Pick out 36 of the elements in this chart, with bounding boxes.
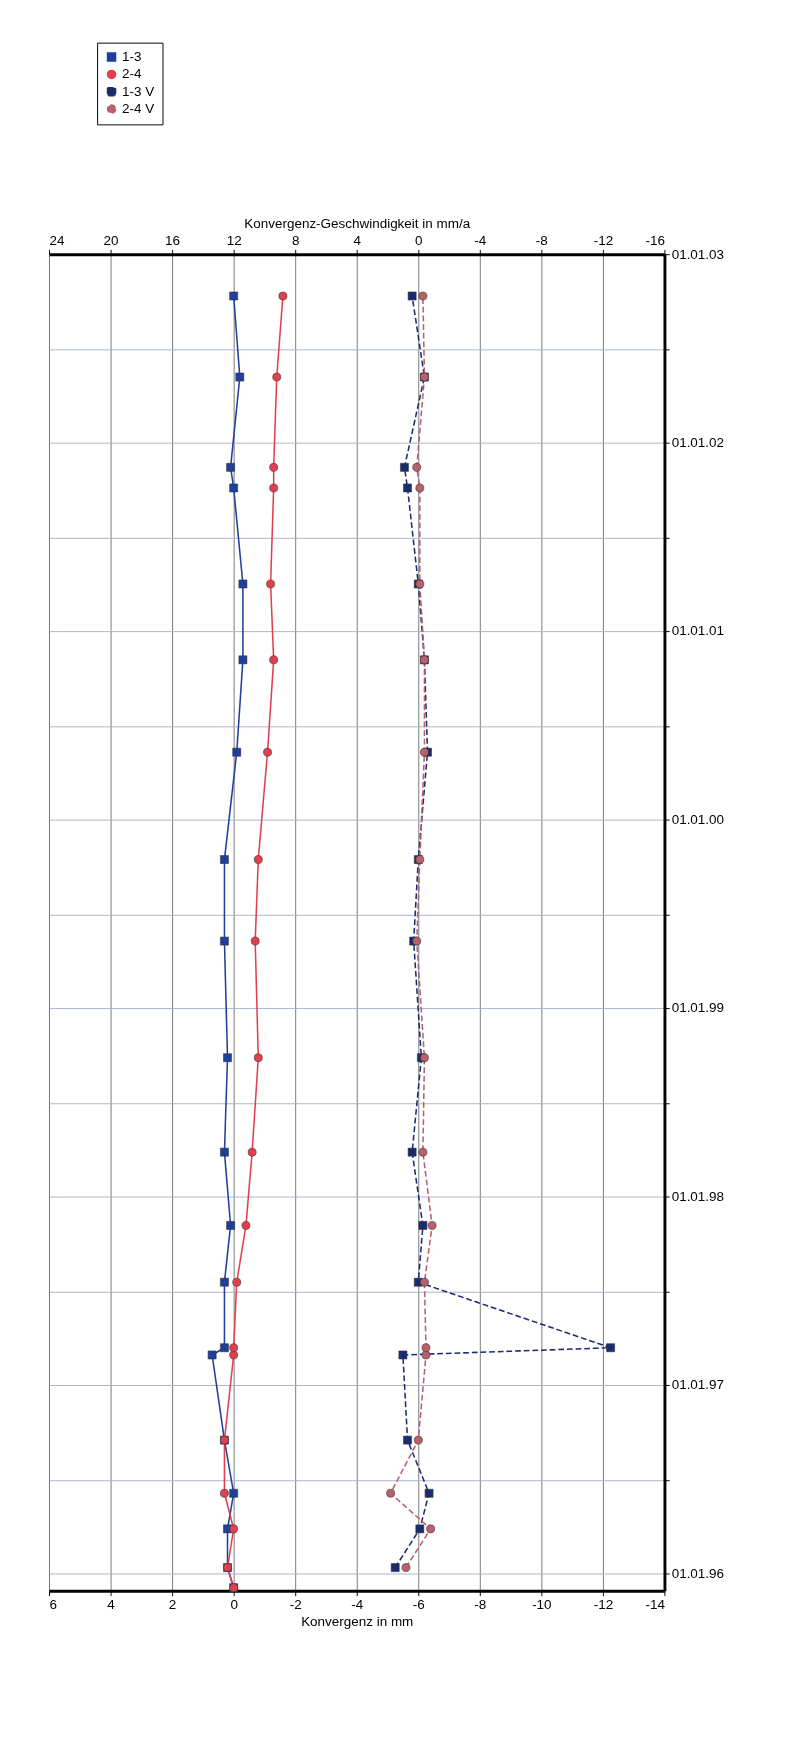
y-tick-label: 01.01.02	[671, 434, 725, 450]
legend-label: 1-3	[122, 48, 142, 64]
x-axis-title: Konvergenz in mm	[301, 1613, 414, 1629]
x-tick-label: -14	[645, 1596, 666, 1612]
x-tick-label: 2	[168, 1596, 177, 1612]
x2-tick-label: -8	[535, 233, 548, 249]
x2-tick-label: 0	[415, 233, 423, 249]
x-tick-label: -8	[474, 1596, 487, 1612]
x2-tick-label: 24	[49, 233, 65, 249]
x2-tick-label: -12	[593, 233, 614, 249]
y-tick-label: 01.01.03	[671, 246, 725, 262]
legend-label: 2-4	[122, 66, 143, 82]
y-tick-label: 01.01.01	[671, 623, 725, 639]
x2-tick-label: 16	[165, 233, 181, 249]
x2-tick-label: 12	[226, 233, 242, 249]
x-tick-label: 0	[230, 1596, 238, 1612]
legend-label: 2-4 V	[122, 100, 155, 116]
x-tick-label: -2	[289, 1596, 302, 1612]
x2-axis-title: Konvergenz-Geschwindigkeit in mm/a	[244, 215, 471, 231]
x2-tick-label: 8	[291, 233, 300, 249]
y-tick-label: 01.01.97	[671, 1377, 725, 1393]
y-tick-label: 01.01.99	[671, 1000, 725, 1016]
x2-tick-label: -4	[474, 233, 487, 249]
y-tick-label: 01.01.98	[671, 1188, 725, 1204]
x-tick-label: -4	[351, 1596, 364, 1612]
x-tick-label: 4	[107, 1596, 116, 1612]
y-tick-label: 01.01.96	[671, 1566, 725, 1582]
legend-label: 1-3 V	[122, 83, 155, 99]
x2-tick-label: -16	[645, 233, 665, 249]
x-tick-label: 6	[49, 1596, 58, 1612]
x-tick-label: -12	[593, 1596, 614, 1612]
y-tick-label: 01.01.00	[671, 812, 725, 828]
x-tick-label: -6	[412, 1596, 425, 1612]
x2-tick-label: 20	[103, 233, 119, 249]
x-tick-label: -10	[532, 1596, 552, 1612]
x2-tick-label: 4	[353, 233, 362, 249]
